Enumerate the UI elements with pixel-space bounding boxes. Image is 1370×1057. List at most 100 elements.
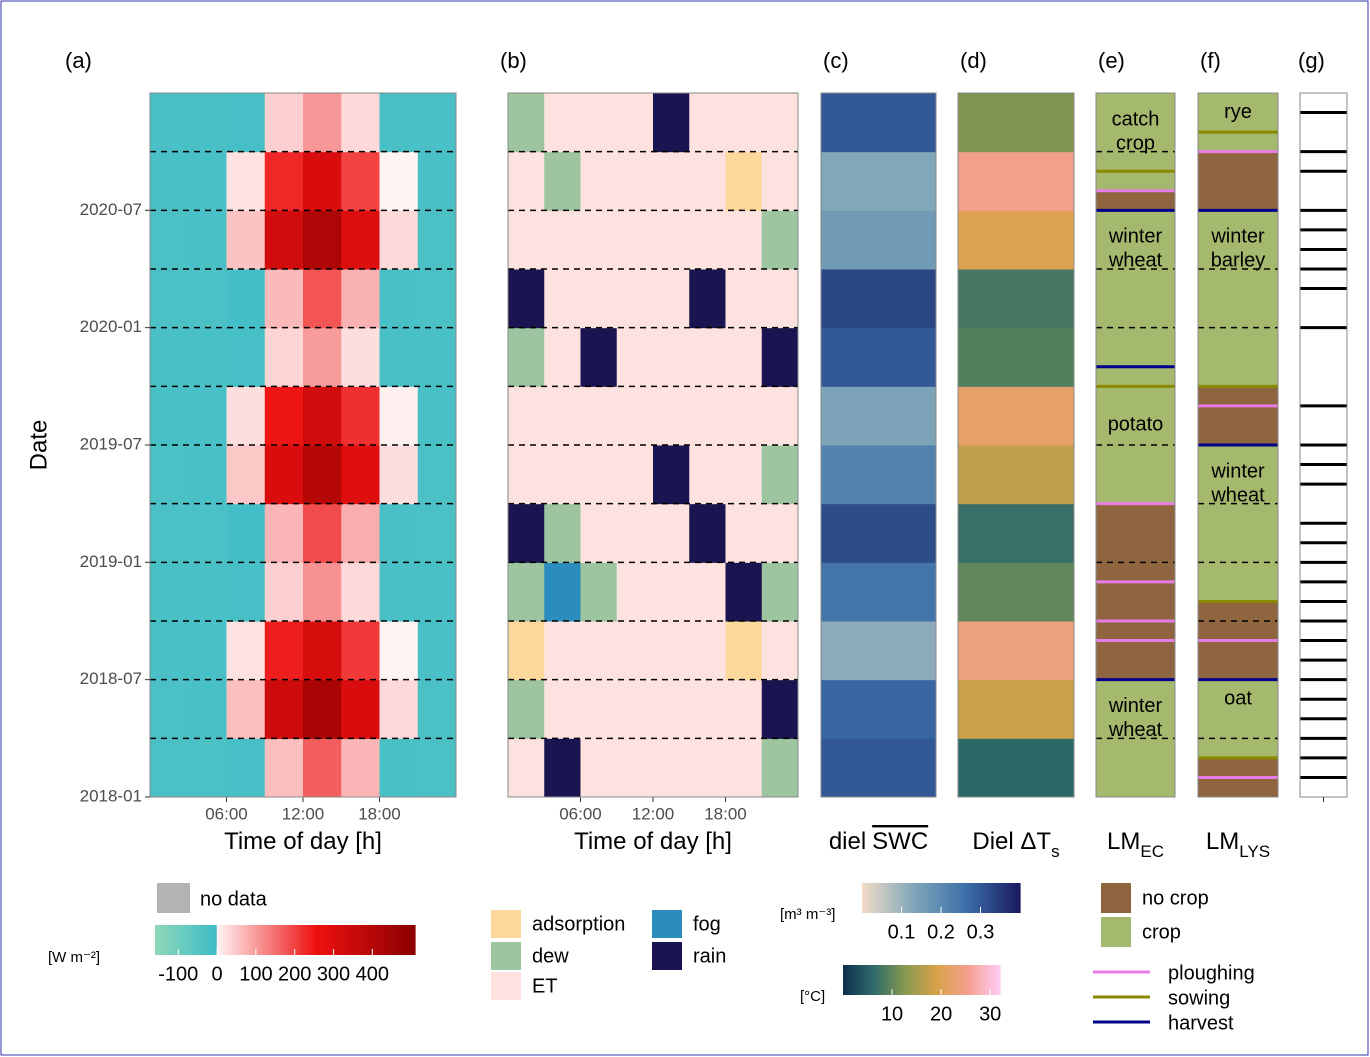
heat-cell bbox=[544, 386, 581, 446]
strip-band bbox=[821, 327, 936, 387]
heat-cell bbox=[616, 93, 654, 153]
legend-label: ET bbox=[532, 975, 558, 997]
heat-cell bbox=[544, 93, 581, 153]
colorbar-slice bbox=[350, 925, 354, 955]
x-axis-title: LMLYS bbox=[1206, 828, 1270, 861]
strip-band bbox=[821, 151, 936, 211]
heat-cell bbox=[653, 327, 690, 387]
heat-cell bbox=[379, 327, 419, 387]
x-axis-title: Diel ΔTs bbox=[972, 828, 1059, 861]
strip-band bbox=[821, 738, 936, 798]
colorbar-slice bbox=[168, 925, 172, 955]
colorbar-slice bbox=[220, 925, 224, 955]
colorbar-slice bbox=[353, 925, 358, 955]
colorbar-slice bbox=[946, 883, 950, 913]
heat-cell bbox=[188, 269, 227, 329]
heat-cell bbox=[188, 621, 227, 681]
colorbar-slice bbox=[854, 965, 858, 995]
crop-label: potato bbox=[1108, 414, 1164, 436]
heat-cell bbox=[689, 503, 726, 563]
colorbar-slice bbox=[867, 883, 871, 913]
x-tick-label: 12:00 bbox=[282, 804, 325, 823]
colorbar-slice bbox=[317, 925, 322, 955]
colorbar-slice bbox=[846, 965, 850, 995]
strip-band bbox=[958, 562, 1074, 622]
colorbar-slice bbox=[901, 965, 905, 995]
colorbar-slice bbox=[881, 883, 885, 913]
heat-cell bbox=[580, 445, 618, 505]
colorbar-slice bbox=[268, 925, 273, 955]
colorbar-slice bbox=[382, 925, 387, 955]
colorbar-slice bbox=[925, 965, 928, 995]
colorbar-slice bbox=[869, 883, 873, 913]
heat-cell bbox=[689, 621, 726, 681]
crop-segment bbox=[1198, 210, 1278, 387]
colorbar-slice bbox=[197, 925, 202, 955]
colorbar-slice bbox=[161, 925, 166, 955]
heat-cell bbox=[544, 210, 581, 270]
heat-cell bbox=[725, 621, 763, 681]
colorbar-slice bbox=[962, 883, 966, 913]
colorbar-slice bbox=[281, 925, 286, 955]
heat-cell bbox=[264, 562, 304, 622]
heat-cell bbox=[264, 503, 304, 563]
heat-cell bbox=[653, 621, 690, 681]
colorbar-slice bbox=[921, 965, 925, 995]
heat-cell bbox=[417, 151, 457, 211]
colorbar-slice bbox=[874, 965, 877, 995]
panel-label: (f) bbox=[1200, 48, 1221, 73]
colorbar-tick-label: -100 bbox=[158, 963, 198, 985]
colorbar-slice bbox=[359, 925, 364, 955]
heat-cell bbox=[761, 679, 799, 739]
crop-segment bbox=[1198, 445, 1278, 602]
colorbar-slice bbox=[346, 925, 351, 955]
heat-cell bbox=[417, 679, 457, 739]
strip-band bbox=[821, 386, 936, 446]
colorbar-tick-label: 10 bbox=[881, 1003, 903, 1025]
colorbar-slice bbox=[242, 925, 247, 955]
colorbar-slice bbox=[392, 925, 397, 955]
heat-cell bbox=[653, 210, 690, 270]
colorbar-slice bbox=[203, 925, 208, 955]
colorbar-slice bbox=[398, 925, 403, 955]
colorbar-slice bbox=[966, 883, 970, 913]
colorbar-slice bbox=[913, 883, 916, 913]
legend-label: dew bbox=[532, 945, 569, 967]
colorbar-slice bbox=[405, 925, 410, 955]
colorbar-slice bbox=[956, 965, 960, 995]
x-axis-title-overlined: SWC bbox=[872, 828, 928, 855]
heat-cell bbox=[226, 621, 266, 681]
colorbar-slice bbox=[893, 883, 897, 913]
colorbar-slice bbox=[964, 965, 968, 995]
colorbar-slice bbox=[858, 965, 862, 995]
heat-cell bbox=[508, 327, 545, 387]
heat-cell bbox=[417, 503, 457, 563]
colorbar-slice bbox=[891, 883, 895, 913]
colorbar-slice bbox=[402, 925, 406, 955]
colorbar-slice bbox=[974, 965, 978, 995]
colorbar-slice bbox=[895, 883, 899, 913]
colorbar-slice bbox=[982, 883, 986, 913]
heat-cell bbox=[725, 210, 763, 270]
colorbar-slice bbox=[952, 965, 956, 995]
colorbar-slice bbox=[304, 925, 309, 955]
strip-band bbox=[821, 621, 936, 681]
heat-cell bbox=[341, 562, 380, 622]
strip-band bbox=[958, 210, 1074, 270]
panel-frame bbox=[1095, 92, 1176, 798]
heat-cell bbox=[508, 151, 545, 211]
colorbar-tick-label: 20 bbox=[930, 1003, 952, 1025]
colorbar-slice bbox=[337, 925, 341, 955]
strip-band bbox=[821, 679, 936, 739]
colorbar-slice bbox=[155, 925, 159, 955]
colorbar-tick-label: 0.3 bbox=[967, 921, 995, 943]
crop-label: crop bbox=[1116, 132, 1155, 154]
colorbar-slice bbox=[907, 965, 911, 995]
strip-band bbox=[958, 151, 1074, 211]
colorbar-slice bbox=[262, 925, 267, 955]
heat-cell bbox=[417, 738, 457, 798]
heat-cell bbox=[379, 445, 419, 505]
panel-frame bbox=[820, 92, 937, 798]
heat-cell bbox=[725, 445, 763, 505]
